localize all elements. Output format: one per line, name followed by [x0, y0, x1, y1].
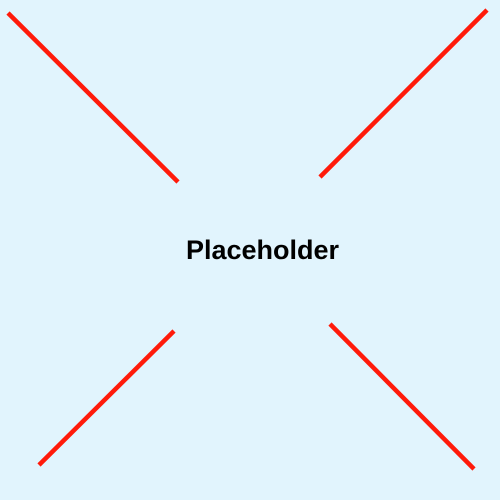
diagonal-line-top-left	[6, 11, 180, 184]
placeholder-label: Placeholder	[185, 235, 340, 265]
diagonal-line-bottom-left	[37, 329, 176, 467]
diagonal-line-bottom-right	[328, 322, 476, 471]
diagonal-line-top-right	[318, 8, 489, 179]
